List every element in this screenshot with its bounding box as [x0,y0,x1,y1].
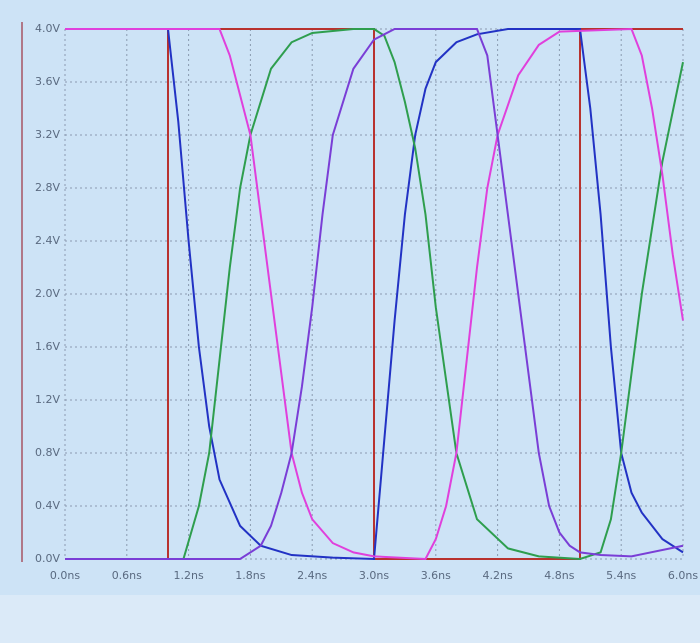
x-tick-label: 0.0ns [50,569,80,582]
x-tick-label: 6.0ns [668,569,698,582]
panel-footer [0,595,700,643]
y-tick-label: 2.8V [35,181,60,194]
y-tick-label: 1.6V [35,340,60,353]
x-tick-label: 2.4ns [297,569,327,582]
x-tick-label: 1.8ns [235,569,265,582]
x-tick-label: 4.8ns [544,569,574,582]
x-tick-label: 5.4ns [606,569,636,582]
x-tick-label: 0.6ns [112,569,142,582]
y-tick-label: 0.8V [35,446,60,459]
waveform [65,28,683,560]
x-tick-label: 3.0ns [359,569,389,582]
y-tick-label: 2.0V [35,287,60,300]
waveform [65,27,684,561]
y-tick-label: 0.0V [35,552,60,565]
plot-background [0,0,700,595]
waveform [65,28,684,560]
waveform [65,28,684,561]
y-tick-label: 2.4V [35,234,60,247]
x-tick-label: 1.2ns [173,569,203,582]
x-tick-label: 3.6ns [421,569,451,582]
waveform [65,28,684,561]
y-tick-label: 3.2V [35,128,60,141]
y-tick-label: 3.6V [35,75,60,88]
y-tick-label: 4.0V [35,22,60,35]
y-tick-label: 0.4V [35,499,60,512]
y-tick-label: 1.2V [35,393,60,406]
x-tick-label: 4.2ns [482,569,512,582]
